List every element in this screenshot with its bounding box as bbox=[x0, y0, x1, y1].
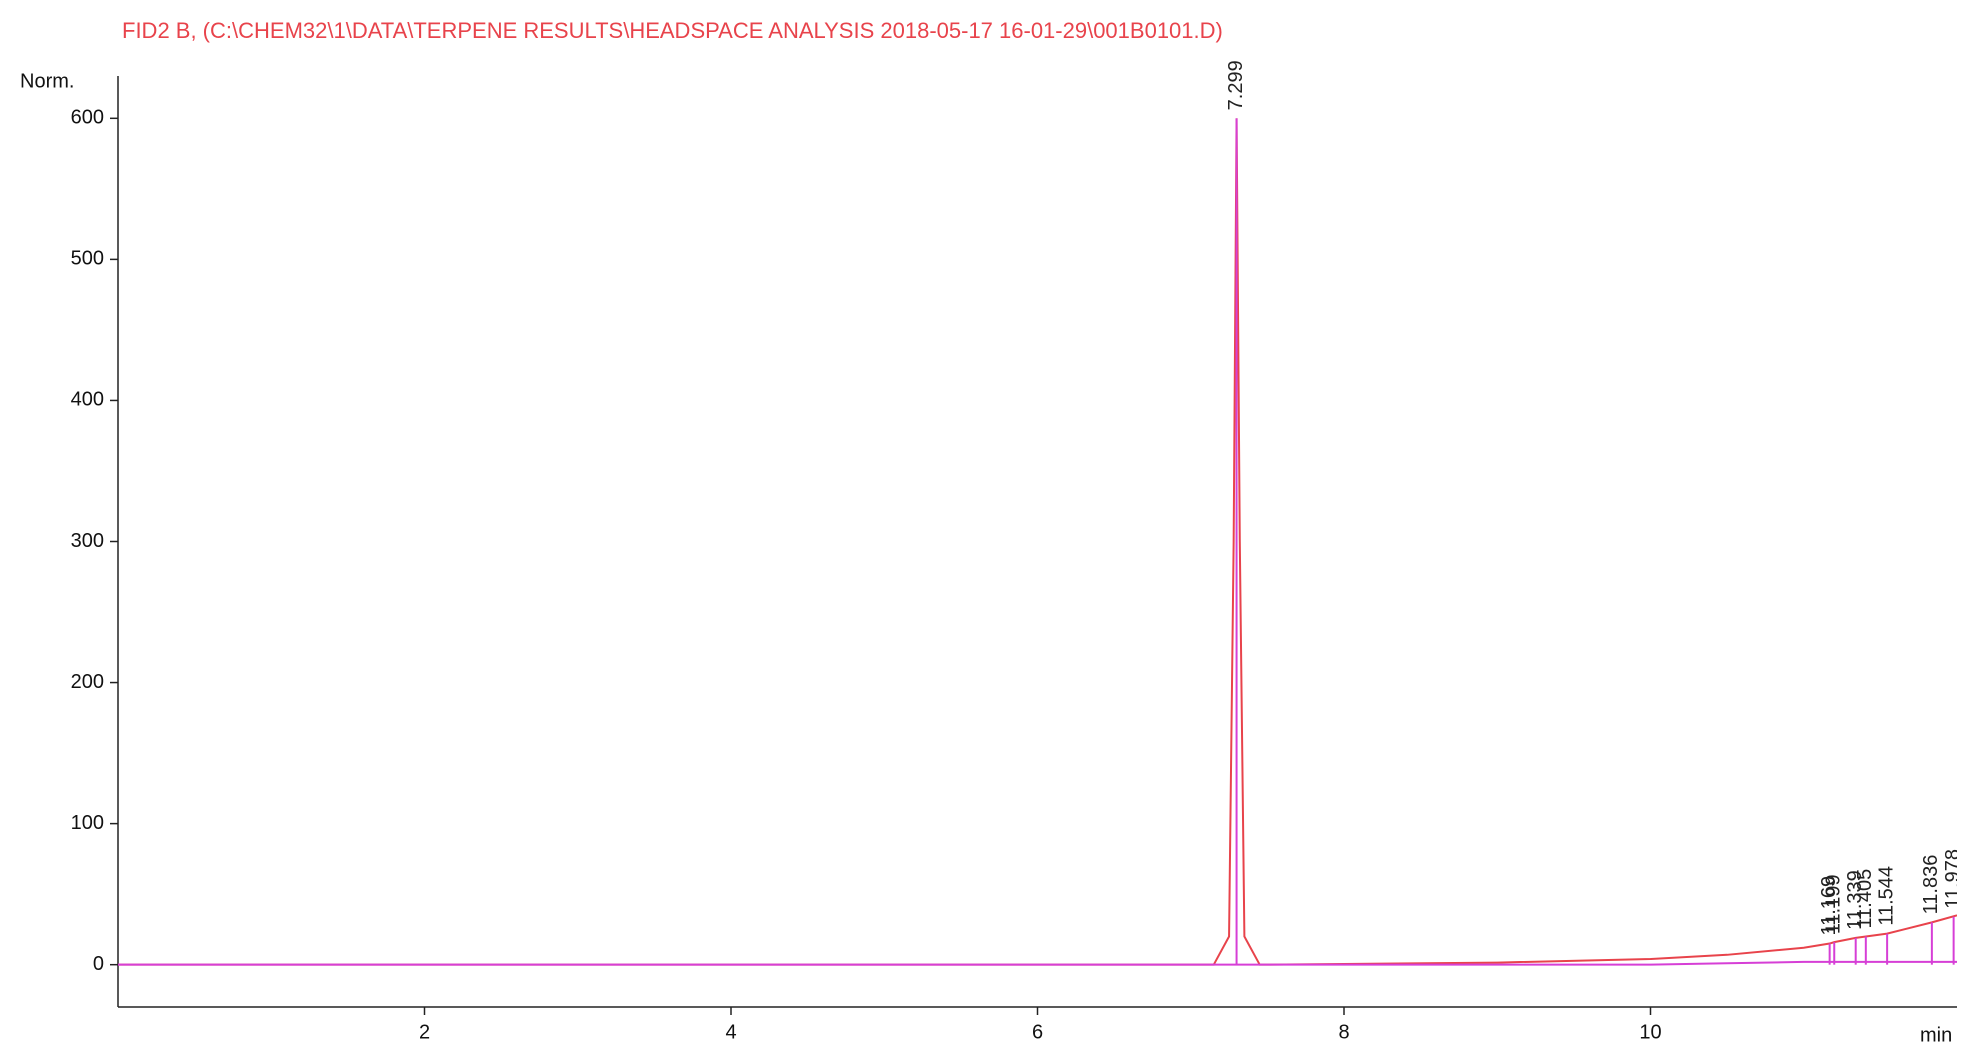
y-axis-label: Norm. bbox=[20, 70, 74, 92]
x-axis-label: min bbox=[1920, 1024, 1952, 1046]
trace-line bbox=[118, 960, 1957, 966]
peak-label: 11.836 bbox=[1920, 855, 1942, 915]
y-tick-label: 100 bbox=[71, 812, 104, 834]
y-tick-label: 300 bbox=[71, 530, 104, 552]
x-tick-label: 6 bbox=[1032, 1021, 1043, 1043]
peak-label: 11.544 bbox=[1875, 866, 1897, 926]
peak-label: 7.299 bbox=[1225, 60, 1247, 110]
x-tick-label: 10 bbox=[1639, 1021, 1661, 1043]
y-tick-label: 200 bbox=[71, 671, 104, 693]
y-tick-label: 400 bbox=[71, 389, 104, 411]
y-tick-label: 500 bbox=[71, 248, 104, 270]
peak-label: 11.169 bbox=[1818, 876, 1840, 936]
x-tick-label: 2 bbox=[419, 1021, 430, 1043]
y-tick-label: 600 bbox=[71, 107, 104, 129]
y-tick-label: 0 bbox=[93, 953, 104, 975]
peak-label: 11.199 bbox=[1823, 874, 1845, 934]
x-tick-label: 4 bbox=[725, 1021, 736, 1043]
x-tick-label: 8 bbox=[1338, 1021, 1349, 1043]
peak-label: 11.978 bbox=[1942, 849, 1964, 909]
chart-title: FID2 B, (C:\CHEM32\1\DATA\TERPENE RESULT… bbox=[122, 18, 1223, 43]
peak-label: 11.339 bbox=[1844, 870, 1866, 930]
peak-label: 11.405 bbox=[1854, 869, 1876, 929]
trace-line bbox=[118, 118, 1957, 966]
